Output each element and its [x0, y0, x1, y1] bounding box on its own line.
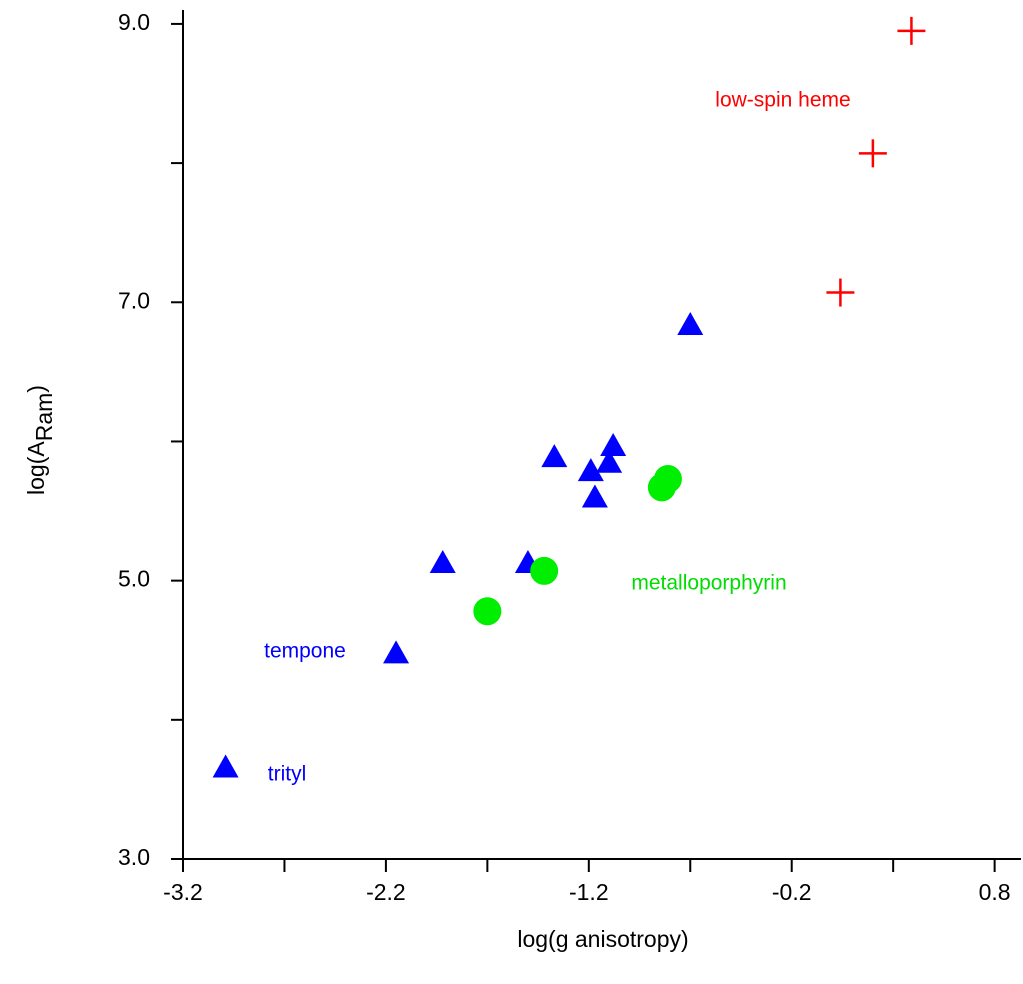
triangle-marker: [541, 444, 568, 468]
x-tick-label: -3.2: [163, 879, 203, 905]
y-label-sub: Ram: [31, 393, 57, 442]
triangle-marker: [596, 449, 623, 473]
y-axis-label: log(ARam): [23, 385, 57, 495]
annotation: low-spin heme: [715, 89, 850, 112]
x-tick-label: -0.2: [772, 879, 812, 905]
circle-marker: [473, 597, 502, 626]
triangle-marker: [577, 458, 604, 482]
plus-marker: [826, 278, 855, 307]
triangle-marker: [677, 311, 704, 335]
circle-marker: [653, 465, 682, 494]
triangle-marker: [600, 433, 627, 457]
triangle-marker: [429, 549, 456, 573]
plus-marker: [897, 16, 926, 45]
circle-marker: [530, 556, 559, 585]
annotation: tempone: [264, 640, 346, 663]
triangle-marker: [581, 484, 608, 508]
y-tick-label: 5.0: [118, 566, 150, 592]
x-axis-label: log(g anisotropy): [517, 926, 688, 952]
triangle-marker: [212, 754, 239, 778]
x-tick-label: -2.2: [366, 879, 406, 905]
y-tick-label: 7.0: [118, 287, 150, 313]
triangle-marker: [383, 640, 410, 664]
x-tick-label: -1.2: [569, 879, 609, 905]
plus-marker: [858, 139, 887, 168]
annotation: metalloporphyrin: [631, 572, 786, 595]
y-label-end: ): [23, 385, 49, 393]
y-tick-label: 3.0: [118, 844, 150, 870]
x-tick-label: 0.8: [979, 879, 1011, 905]
annotation: trityl: [268, 763, 307, 786]
y-label-main: log(A: [23, 441, 49, 495]
y-tick-label: 9.0: [118, 9, 150, 35]
